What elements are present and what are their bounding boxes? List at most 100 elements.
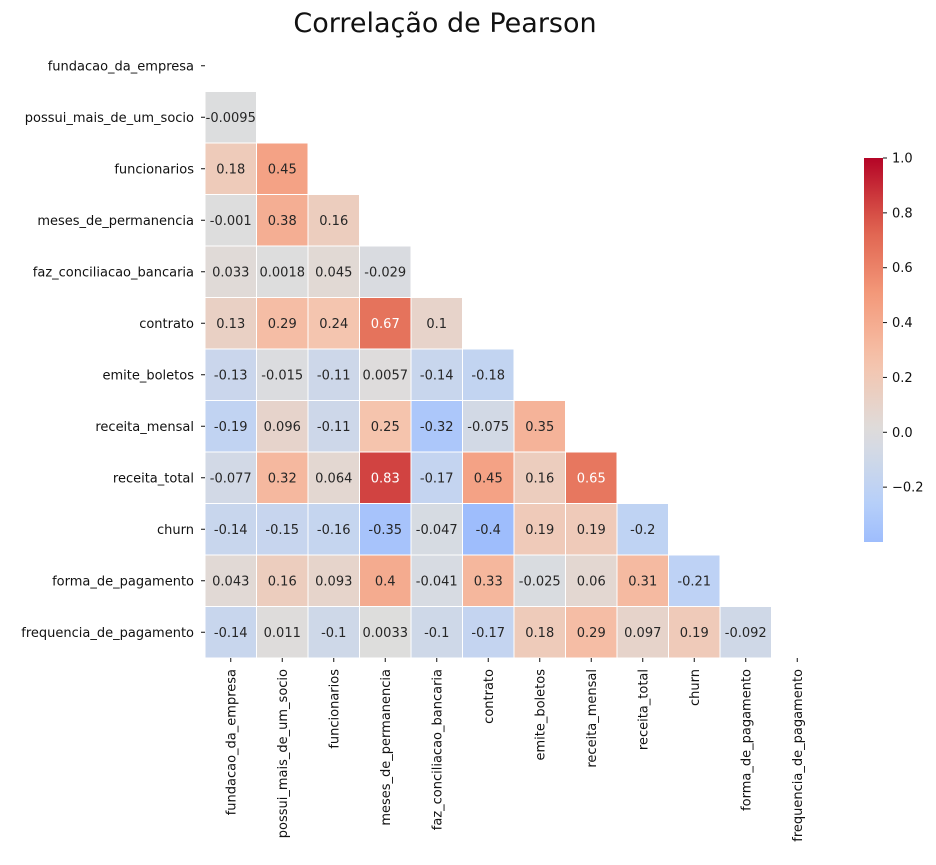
x-tick-label: possui_mais_de_um_socio <box>276 669 291 838</box>
y-tick-label: contrato <box>139 317 194 332</box>
heatmap-cell-label: -0.077 <box>210 471 252 486</box>
heatmap-cell <box>616 606 669 659</box>
colorbar-tick-label: 0.0 <box>892 426 913 441</box>
heatmap-cell <box>513 400 566 453</box>
heatmap-cell-label: 0.29 <box>268 317 297 332</box>
heatmap-cell <box>359 503 412 556</box>
x-tick-label: receita_total <box>636 669 651 750</box>
heatmap-cell-label: 0.35 <box>525 420 554 435</box>
y-tick-label: emite_boletos <box>102 368 194 383</box>
heatmap-cell-label: 0.31 <box>628 574 657 589</box>
colorbar-tick-label: 1.0 <box>892 152 913 167</box>
heatmap-cell <box>204 554 257 607</box>
heatmap-cell-label: 0.18 <box>525 626 554 641</box>
heatmap-cell-label: -0.17 <box>420 471 454 486</box>
heatmap-cell-label: -0.2 <box>630 523 655 538</box>
heatmap-cell <box>307 194 360 247</box>
heatmap-cell-label: 0.043 <box>212 574 249 589</box>
y-tick-label: meses_de_permanencia <box>37 214 194 229</box>
heatmap-cell <box>565 451 618 504</box>
heatmap-cell-label: 0.064 <box>315 471 352 486</box>
heatmap-cell-label: 0.06 <box>577 574 606 589</box>
heatmap-cell <box>256 348 309 401</box>
heatmap-cell <box>256 297 309 350</box>
heatmap-cell <box>256 400 309 453</box>
x-tick-label: frequencia_de_pagamento <box>791 669 806 842</box>
y-tick-label: fundacao_da_empresa <box>48 59 194 74</box>
colorbar-tick-label: 0.4 <box>892 316 913 331</box>
heatmap-cell-label: 0.19 <box>525 523 554 538</box>
heatmap-cell <box>307 554 360 607</box>
y-tick-label: churn <box>157 523 194 538</box>
heatmap-cell <box>462 554 515 607</box>
colorbar: 1.0 0.8 0.6 0.4 0.2 0.0 −0.2 <box>864 152 924 542</box>
heatmap-cell-label: 0.16 <box>525 471 554 486</box>
heatmap-cell-label: -0.092 <box>725 626 767 641</box>
heatmap-cell-label: 0.033 <box>212 265 249 280</box>
heatmap-cell <box>359 400 412 453</box>
heatmap-cell-label: -0.11 <box>317 420 351 435</box>
heatmap-cell-label: -0.1 <box>321 626 346 641</box>
heatmap-cell-label: -0.21 <box>677 574 711 589</box>
heatmap-cell-label: -0.17 <box>471 626 505 641</box>
heatmap-cell <box>359 348 412 401</box>
heatmap-cell <box>359 606 412 659</box>
x-tick-label: funcionarios <box>327 669 342 749</box>
heatmap-cell-label: 0.1 <box>426 317 447 332</box>
heatmap-cell-label: 0.093 <box>315 574 352 589</box>
heatmap-cell <box>410 348 463 401</box>
heatmap-cell <box>616 554 669 607</box>
heatmap-cells: -0.0095 0.18 0.45 -0.001 0.38 0.16 0.033 0.0018… <box>204 91 772 659</box>
heatmap-cell <box>462 606 515 659</box>
heatmap-cell-label: 0.19 <box>680 626 709 641</box>
heatmap-cell-label: 0.32 <box>268 471 297 486</box>
heatmap-cell-label: 0.4 <box>375 574 396 589</box>
heatmap-cell-label: 0.45 <box>474 471 503 486</box>
y-tick-label: receita_mensal <box>95 420 194 435</box>
heatmap-cell-label: -0.029 <box>364 265 406 280</box>
heatmap-cell <box>256 245 309 298</box>
heatmap-cell <box>513 503 566 556</box>
y-tick-label: funcionarios <box>114 162 194 177</box>
heatmap-cell-label: -0.025 <box>519 574 561 589</box>
heatmap-cell <box>256 554 309 607</box>
heatmap-cell-label: -0.16 <box>317 523 351 538</box>
heatmap-cell-label: -0.14 <box>214 523 248 538</box>
chart-title: Correlação de Pearson <box>293 8 596 39</box>
heatmap-cell-label: -0.15 <box>265 523 299 538</box>
heatmap-cell-label: -0.001 <box>210 214 252 229</box>
x-tick-label: receita_mensal <box>585 669 600 768</box>
x-tick-label: meses_de_permanencia <box>379 669 394 826</box>
heatmap-cell <box>462 503 515 556</box>
colorbar-tick-label: 0.8 <box>892 206 913 221</box>
heatmap-cell-label: -0.047 <box>416 523 458 538</box>
heatmap-cell-label: 0.83 <box>371 471 400 486</box>
heatmap-cell-label: -0.041 <box>416 574 458 589</box>
y-tick-label: possui_mais_de_um_socio <box>25 111 194 126</box>
heatmap-cell <box>204 91 257 144</box>
heatmap-cell-label: 0.16 <box>268 574 297 589</box>
heatmap-cell-label: 0.13 <box>216 317 245 332</box>
heatmap-cell-label: 0.67 <box>371 317 400 332</box>
colorbar-gradient <box>864 158 883 542</box>
heatmap-cell-label: 0.18 <box>216 162 245 177</box>
heatmap-cell-label: -0.13 <box>214 368 248 383</box>
heatmap-cell <box>359 554 412 607</box>
x-axis-tick-labels: fundacao_da_empresa possui_mais_de_um_soc… <box>224 658 806 842</box>
heatmap-cell-label: 0.011 <box>264 626 301 641</box>
heatmap-cell-label: -0.14 <box>214 626 248 641</box>
heatmap-cell-label: -0.015 <box>261 368 303 383</box>
heatmap-cell-label: -0.35 <box>368 523 402 538</box>
colorbar-tick-label: 0.2 <box>892 371 913 386</box>
heatmap-cell-label: -0.11 <box>317 368 351 383</box>
x-tick-label: emite_boletos <box>533 669 548 761</box>
x-tick-label: faz_conciliacao_bancaria <box>430 669 445 830</box>
heatmap-cell-label: -0.075 <box>467 420 509 435</box>
heatmap-cell-label: 0.045 <box>315 265 352 280</box>
x-tick-label: churn <box>688 669 703 706</box>
heatmap-cell <box>359 245 412 298</box>
y-axis-tick-labels: fundacao_da_empresa possui_mais_de_um_soc… <box>21 59 205 641</box>
heatmap-cell-label: -0.14 <box>420 368 454 383</box>
